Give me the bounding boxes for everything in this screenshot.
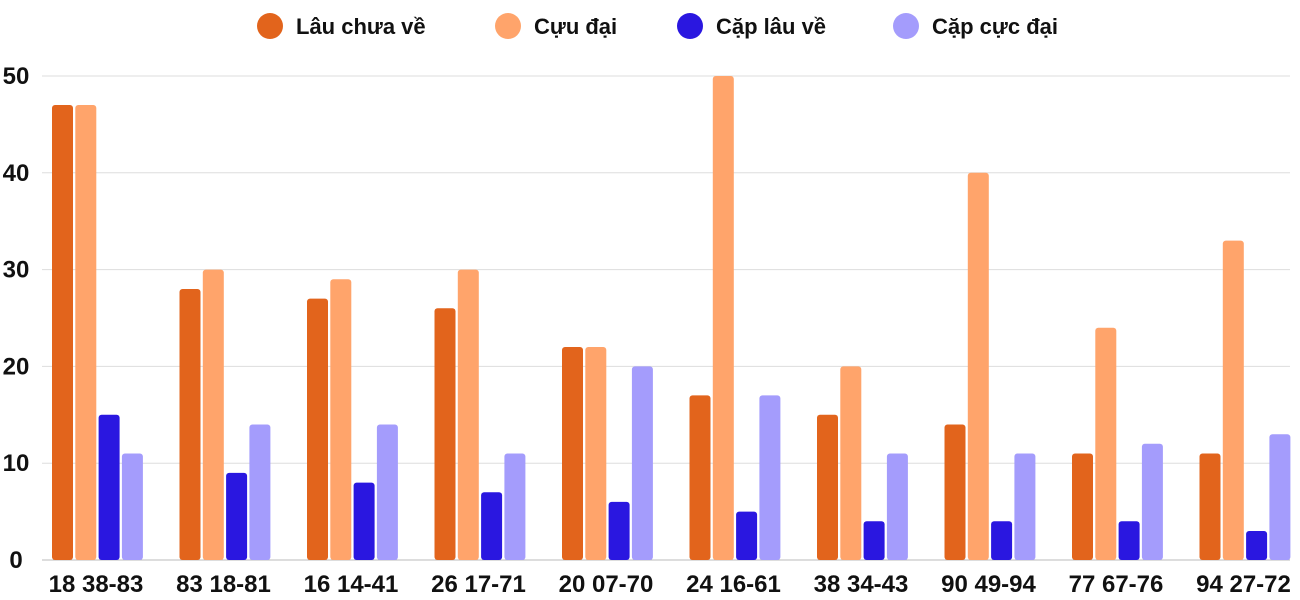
x-tick-label: 18 38-83 — [49, 571, 144, 598]
bar-2 — [75, 105, 97, 560]
legend-swatch — [495, 13, 521, 39]
y-tick-label: 20 — [3, 353, 30, 380]
x-tick-label: 20 07-70 — [559, 571, 654, 598]
bar-1 — [52, 105, 73, 560]
bar-1 — [1199, 453, 1221, 560]
legend-label: Cựu đại — [534, 14, 617, 39]
bar-4 — [1269, 434, 1291, 560]
bar-1 — [434, 308, 456, 560]
bar-4 — [1014, 453, 1036, 560]
y-tick-label: 40 — [3, 160, 30, 187]
legend-label: Lâu chưa về — [296, 14, 426, 39]
bar-2 — [1222, 240, 1244, 560]
bar-3 — [863, 521, 885, 560]
x-tick-label: 83 18-81 — [176, 571, 271, 598]
x-tick-label: 77 67-76 — [1069, 571, 1164, 598]
legend-item: Lâu chưa về — [257, 13, 426, 39]
legend-swatch — [677, 13, 703, 39]
x-tick-label: 94 27-72 — [1196, 571, 1291, 598]
bar-1 — [944, 424, 966, 560]
bar-4 — [504, 453, 526, 560]
bar-4 — [886, 453, 908, 560]
bar-2 — [330, 279, 352, 560]
bar-4 — [1141, 443, 1163, 560]
y-tick-label: 30 — [3, 257, 30, 284]
bars — [52, 76, 1291, 561]
legend: Lâu chưa về Cựu đại Cặp lâu về Cặp cực đại — [257, 13, 1058, 39]
bar-3 — [353, 482, 375, 560]
bar-3 — [991, 521, 1013, 560]
bar-4 — [631, 366, 653, 560]
bar-1 — [307, 298, 328, 560]
bar-2 — [712, 76, 734, 560]
bar-4 — [376, 424, 398, 560]
bar-3 — [226, 472, 248, 560]
legend-label: Cặp cực đại — [932, 14, 1058, 39]
legend-item: Cựu đại — [495, 13, 617, 39]
legend-swatch — [257, 13, 283, 39]
bar-1 — [817, 414, 838, 560]
bar-3 — [608, 501, 630, 560]
y-tick-label: 10 — [3, 450, 30, 477]
y-tick-label: 50 — [3, 63, 30, 90]
bar-3 — [98, 414, 120, 560]
bar-3 — [1246, 531, 1268, 560]
legend-item: Cặp cực đại — [893, 13, 1058, 39]
bar-1 — [562, 347, 583, 560]
x-axis: 18 38-83 83 18-81 16 14-41 26 17-71 20 07-70… — [49, 571, 1291, 598]
bar-2 — [457, 269, 479, 560]
bar-2 — [1095, 327, 1117, 560]
bar-3 — [736, 511, 758, 560]
bar-1 — [1072, 453, 1093, 560]
legend-swatch — [893, 13, 919, 39]
bar-4 — [759, 395, 781, 560]
y-tick-label: 0 — [9, 547, 22, 574]
bar-2 — [967, 172, 989, 561]
x-tick-label: 38 34-43 — [814, 571, 909, 598]
x-tick-label: 24 16-61 — [686, 571, 781, 598]
legend-label: Cặp lâu về — [716, 14, 826, 39]
y-axis: 0 10 20 30 40 50 — [3, 63, 30, 574]
bar-2 — [585, 347, 607, 560]
bar-1 — [179, 289, 201, 560]
bar-2 — [202, 269, 224, 560]
bar-4 — [249, 424, 271, 560]
x-tick-label: 90 49-94 — [941, 571, 1036, 598]
x-tick-label: 26 17-71 — [431, 571, 526, 598]
bar-2 — [840, 366, 862, 560]
x-tick-label: 16 14-41 — [304, 571, 399, 598]
legend-item: Cặp lâu về — [677, 13, 826, 39]
bar-4 — [121, 453, 143, 560]
bar-3 — [1118, 521, 1140, 560]
bar-1 — [689, 395, 711, 560]
bar-3 — [481, 492, 503, 560]
